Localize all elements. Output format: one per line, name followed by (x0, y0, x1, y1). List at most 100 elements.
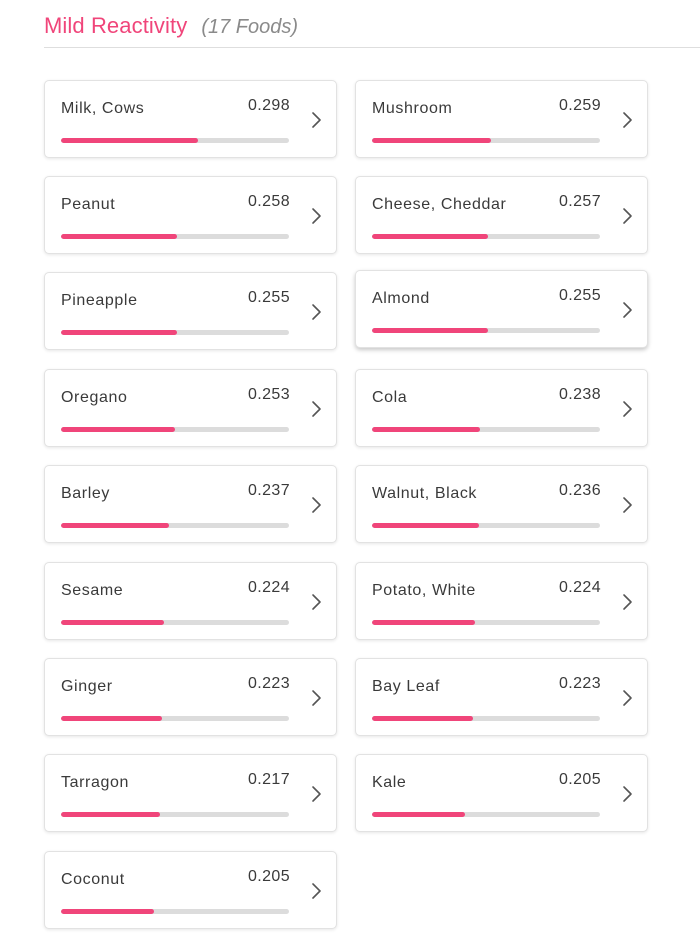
food-card-walnut-black[interactable]: Walnut, Black 0.236 (355, 465, 648, 543)
reactivity-bar (372, 620, 600, 625)
food-name: Ginger (61, 678, 113, 695)
reactivity-score: 0.205 (558, 771, 601, 788)
chevron-right-icon[interactable] (619, 496, 635, 514)
food-card-coconut[interactable]: Coconut 0.205 (44, 851, 337, 929)
food-name: Tarragon (61, 774, 129, 791)
food-name: Cheese, Cheddar (372, 196, 507, 213)
reactivity-bar (372, 812, 600, 817)
reactivity-bar-fill (61, 330, 178, 335)
reactivity-score: 0.237 (247, 482, 290, 499)
food-card-milk-cows[interactable]: Milk, Cows 0.298 (44, 80, 337, 158)
food-card-potato-white[interactable]: Potato, White 0.224 (355, 562, 648, 640)
reactivity-score: 0.223 (558, 675, 601, 692)
reactivity-score: 0.217 (247, 771, 290, 788)
chevron-right-icon[interactable] (308, 496, 324, 514)
reactivity-bar-fill (61, 812, 161, 817)
chevron-right-icon[interactable] (308, 111, 324, 129)
reactivity-score: 0.224 (558, 579, 601, 596)
reactivity-bar-fill (372, 716, 474, 721)
reactivity-bar (372, 328, 600, 333)
food-card-sesame[interactable]: Sesame 0.224 (44, 562, 337, 640)
food-name: Barley (61, 485, 110, 502)
chevron-right-icon[interactable] (619, 400, 635, 418)
chevron-right-icon[interactable] (308, 882, 324, 900)
food-name: Potato, White (372, 582, 476, 599)
chevron-right-icon[interactable] (619, 207, 635, 225)
food-name: Coconut (61, 871, 125, 888)
food-card-tarragon[interactable]: Tarragon 0.217 (44, 754, 337, 832)
chevron-right-icon[interactable] (619, 301, 635, 319)
food-name: Milk, Cows (61, 100, 145, 117)
chevron-right-icon[interactable] (308, 400, 324, 418)
reactivity-score: 0.236 (558, 482, 601, 499)
reactivity-score: 0.205 (247, 868, 290, 885)
chevron-right-icon[interactable] (308, 593, 324, 611)
reactivity-bar (61, 716, 289, 721)
chevron-right-icon[interactable] (619, 689, 635, 707)
reactivity-score: 0.223 (247, 675, 290, 692)
chevron-right-icon[interactable] (619, 593, 635, 611)
reactivity-bar (372, 138, 600, 143)
chevron-right-icon[interactable] (308, 689, 324, 707)
chevron-right-icon[interactable] (619, 785, 635, 803)
reactivity-score: 0.259 (558, 97, 601, 114)
reactivity-score: 0.255 (558, 287, 601, 304)
reactivity-bar-fill (372, 812, 466, 817)
chevron-right-icon[interactable] (308, 207, 324, 225)
reactivity-bar (61, 909, 289, 914)
food-card-kale[interactable]: Kale 0.205 (355, 754, 648, 832)
reactivity-score: 0.257 (558, 193, 601, 210)
reactivity-score: 0.255 (247, 289, 290, 306)
food-card-ginger[interactable]: Ginger 0.223 (44, 658, 337, 736)
food-card-bay-leaf[interactable]: Bay Leaf 0.223 (355, 658, 648, 736)
reactivity-bar-fill (372, 328, 489, 333)
reactivity-bar (61, 620, 289, 625)
reactivity-bar-fill (372, 234, 489, 239)
reactivity-bar-fill (372, 523, 480, 528)
reactivity-bar (61, 427, 289, 432)
reactivity-bar-fill (372, 138, 491, 143)
reactivity-bar (61, 234, 289, 239)
food-card-cola[interactable]: Cola 0.238 (355, 369, 648, 447)
food-name: Peanut (61, 196, 116, 213)
food-card-almond[interactable]: Almond 0.255 (355, 270, 648, 348)
food-name: Oregano (61, 389, 128, 406)
reactivity-bar (372, 427, 600, 432)
food-card-mushroom[interactable]: Mushroom 0.259 (355, 80, 648, 158)
chevron-right-icon[interactable] (308, 303, 324, 321)
food-card-cheese-cheddar[interactable]: Cheese, Cheddar 0.257 (355, 176, 648, 254)
reactivity-bar-fill (61, 620, 164, 625)
food-name: Mushroom (372, 100, 453, 117)
reactivity-score: 0.253 (247, 386, 290, 403)
chevron-right-icon[interactable] (619, 111, 635, 129)
reactivity-bar-fill (372, 620, 475, 625)
reactivity-bar-fill (61, 523, 170, 528)
reactivity-bar (61, 523, 289, 528)
food-card-pineapple[interactable]: Pineapple 0.255 (44, 272, 337, 350)
food-card-barley[interactable]: Barley 0.237 (44, 465, 337, 543)
food-count: (17 Foods) (201, 16, 299, 38)
reactivity-score: 0.298 (247, 97, 290, 114)
reactivity-bar (372, 716, 600, 721)
food-name: Kale (372, 774, 407, 791)
reactivity-bar (61, 812, 289, 817)
chevron-right-icon[interactable] (308, 785, 324, 803)
reactivity-bar-fill (61, 234, 178, 239)
reactivity-bar (372, 234, 600, 239)
food-card-oregano[interactable]: Oregano 0.253 (44, 369, 337, 447)
reactivity-score: 0.224 (247, 579, 290, 596)
reactivity-bar-fill (61, 909, 155, 914)
reactivity-bar-fill (61, 716, 163, 721)
reactivity-bar-fill (61, 427, 175, 432)
food-name: Bay Leaf (372, 678, 440, 695)
reactivity-bar-fill (61, 138, 198, 143)
reactivity-score: 0.238 (558, 386, 601, 403)
food-name: Walnut, Black (372, 485, 478, 502)
food-name: Pineapple (61, 292, 138, 309)
reactivity-bar (372, 523, 600, 528)
food-name: Cola (372, 389, 408, 406)
reactivity-score: 0.258 (247, 193, 290, 210)
food-name: Almond (372, 290, 430, 307)
food-card-peanut[interactable]: Peanut 0.258 (44, 176, 337, 254)
reactivity-bar-fill (372, 427, 481, 432)
